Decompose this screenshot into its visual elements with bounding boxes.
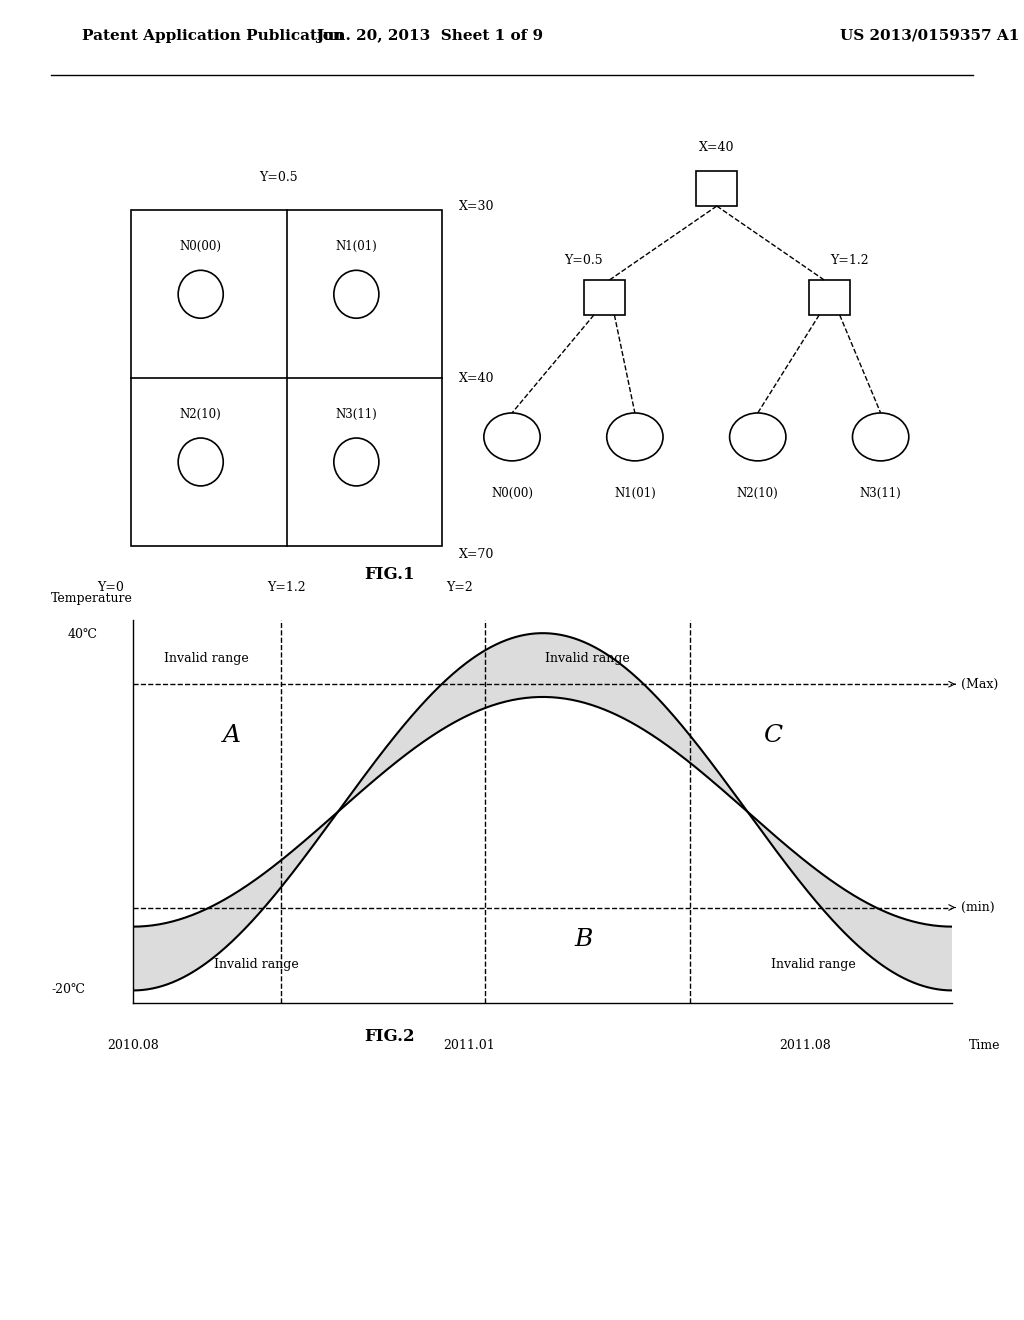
- Text: N2(10): N2(10): [737, 487, 778, 500]
- Text: N3(11): N3(11): [860, 487, 901, 500]
- Text: Y=0: Y=0: [97, 581, 124, 594]
- Text: X=40: X=40: [699, 141, 734, 154]
- Bar: [809, 280, 850, 315]
- Bar: [131, 210, 442, 546]
- Text: N0(00): N0(00): [179, 240, 222, 253]
- Text: Invalid range: Invalid range: [546, 652, 630, 665]
- Text: Y=0.5: Y=0.5: [259, 172, 298, 185]
- Text: N1(01): N1(01): [614, 487, 655, 500]
- Circle shape: [729, 413, 786, 461]
- Circle shape: [484, 413, 541, 461]
- Text: Y=1.2: Y=1.2: [267, 581, 306, 594]
- Text: Invalid range: Invalid range: [214, 958, 298, 972]
- Circle shape: [178, 438, 223, 486]
- Circle shape: [606, 413, 664, 461]
- Bar: [584, 280, 625, 315]
- Text: Y=0.5: Y=0.5: [564, 253, 603, 267]
- Bar: [696, 172, 737, 206]
- Text: 2010.08: 2010.08: [108, 1039, 159, 1052]
- Text: FIG.1: FIG.1: [364, 566, 415, 582]
- Text: Time: Time: [969, 1039, 1000, 1052]
- Circle shape: [334, 438, 379, 486]
- Text: FIG.2: FIG.2: [364, 1028, 415, 1044]
- Text: N3(11): N3(11): [336, 408, 377, 421]
- Text: B: B: [574, 928, 593, 950]
- Text: Temperature: Temperature: [51, 593, 133, 605]
- Text: 2011.01: 2011.01: [443, 1039, 495, 1052]
- Text: -20℃: -20℃: [51, 982, 85, 995]
- Text: Y=2: Y=2: [446, 581, 473, 594]
- Text: X=40: X=40: [459, 372, 495, 384]
- Circle shape: [178, 271, 223, 318]
- Text: Jun. 20, 2013  Sheet 1 of 9: Jun. 20, 2013 Sheet 1 of 9: [316, 29, 544, 42]
- Text: C: C: [763, 723, 781, 747]
- Text: N1(01): N1(01): [336, 240, 377, 253]
- Text: X=30: X=30: [459, 199, 495, 213]
- Text: 40℃: 40℃: [68, 628, 97, 642]
- Text: (min): (min): [961, 902, 994, 913]
- Text: A: A: [222, 723, 241, 747]
- Text: N0(00): N0(00): [490, 487, 534, 500]
- Text: Patent Application Publication: Patent Application Publication: [82, 29, 344, 42]
- Text: US 2013/0159357 A1: US 2013/0159357 A1: [840, 29, 1019, 42]
- Circle shape: [852, 413, 908, 461]
- Circle shape: [334, 271, 379, 318]
- Text: (Max): (Max): [961, 677, 997, 690]
- Text: 2011.08: 2011.08: [779, 1039, 830, 1052]
- Text: Invalid range: Invalid range: [771, 958, 855, 972]
- Text: Invalid range: Invalid range: [165, 652, 249, 665]
- Text: N2(10): N2(10): [180, 408, 221, 421]
- Text: Y=1.2: Y=1.2: [830, 253, 869, 267]
- Text: X=70: X=70: [459, 548, 495, 561]
